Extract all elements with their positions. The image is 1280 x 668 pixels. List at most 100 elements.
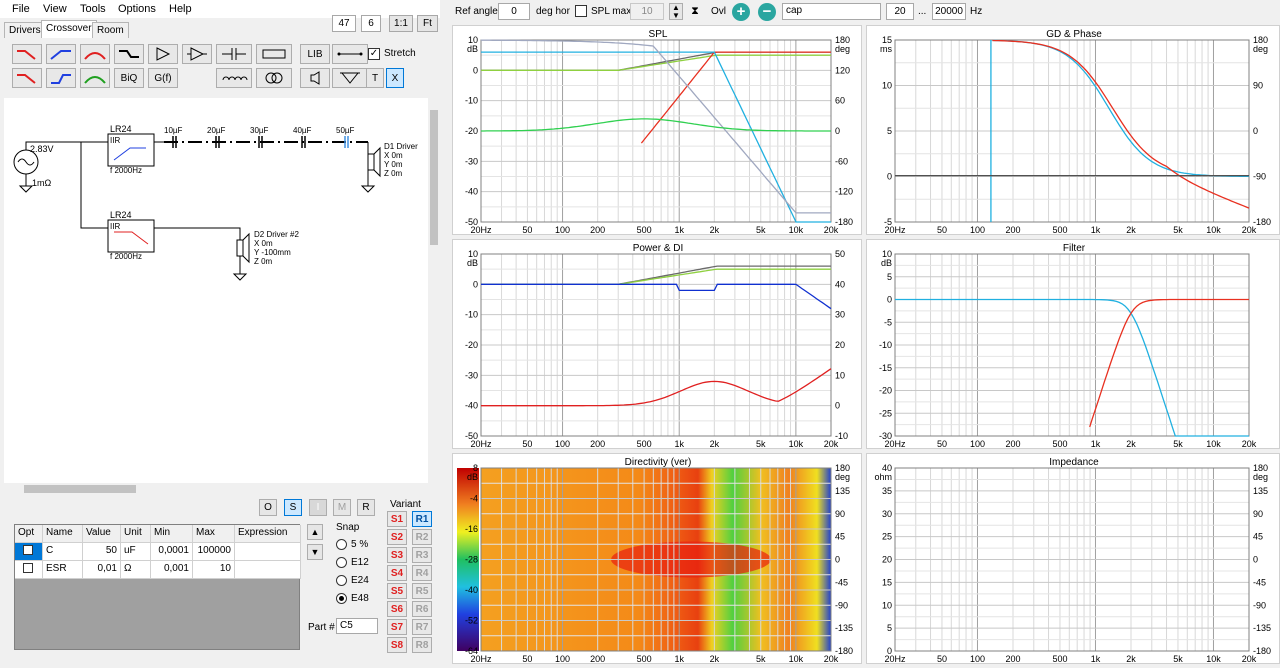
directivity-panel[interactable]: Directivity (ver) 8 -4 -16 -28 -40 -52 -64 dB 180… <box>452 453 862 664</box>
biquad-button[interactable]: BiQ <box>114 68 144 88</box>
inductor-button[interactable] <box>216 68 252 88</box>
cell-min[interactable]: 0,001 <box>151 561 193 579</box>
highpass-blue-button[interactable] <box>46 44 76 64</box>
menu-tools[interactable]: Tools <box>80 3 106 15</box>
table-row[interactable]: ESR 0,01 Ω 0,001 10 <box>15 561 301 579</box>
opt-checkbox[interactable] <box>15 561 43 579</box>
driver-button[interactable] <box>300 68 330 88</box>
lib-button[interactable]: LIB <box>300 44 330 64</box>
table-row[interactable]: C 50 uF 0,0001 100000 <box>15 543 301 561</box>
menu-options[interactable]: Options <box>118 3 156 15</box>
remove-overlay-icon[interactable]: − <box>758 3 776 21</box>
cell-unit[interactable]: Ω <box>121 561 151 579</box>
variant-r1-button[interactable]: R1 <box>412 511 432 527</box>
schematic-canvas[interactable]: 2.83V 1mΩ LR24 IIR f 2000Hz LR24 IIR f 2… <box>4 98 428 483</box>
variant-s5-button[interactable]: S5 <box>387 583 407 599</box>
spl-stepper[interactable]: ▲ ▼ <box>669 3 683 20</box>
cell-max[interactable]: 100000 <box>193 543 235 561</box>
variant-s2-button[interactable]: S2 <box>387 529 407 545</box>
tab-room[interactable]: Room <box>92 22 129 38</box>
schematic-vertical-scrollbar[interactable] <box>428 98 440 483</box>
cell-expression[interactable] <box>235 543 301 561</box>
move-down-button[interactable]: ▼ <box>307 544 323 560</box>
snap-option-e24[interactable]: E24 <box>336 575 369 586</box>
resistor-button[interactable] <box>256 44 292 64</box>
variant-s8-button[interactable]: S8 <box>387 637 407 653</box>
filter-panel[interactable]: Filter 10 5 0 -5 -10 -15 -20 -25 -30 dB 20Hz 50 100 20… <box>866 239 1280 449</box>
variant-r5-button[interactable]: R5 <box>412 583 432 599</box>
cell-value[interactable]: 50 <box>83 543 121 561</box>
count-box-1[interactable]: 47 <box>332 15 356 32</box>
spl-panel[interactable]: SPL 10 0 -10 -20 -30 -40 -50 dB 180 120 60 0 -60 -120-… <box>452 25 862 235</box>
stretch-checkbox[interactable]: ✓ <box>368 48 380 60</box>
variant-s4-button[interactable]: S4 <box>387 565 407 581</box>
opt-s-button[interactable]: S <box>284 499 302 516</box>
power-di-panel[interactable]: Power & DI 10 0 -10 -20 -30 -40 -50 dB 50 40 30 20 10… <box>452 239 862 449</box>
bandpass-green-button[interactable] <box>80 68 110 88</box>
cap-label-2[interactable]: 20µF <box>207 126 226 135</box>
cap-label-1[interactable]: 10µF <box>164 126 183 135</box>
variant-s6-button[interactable]: S6 <box>387 601 407 617</box>
opt-m-button[interactable]: M <box>333 499 351 516</box>
x-button[interactable]: X <box>386 68 404 88</box>
tab-crossover[interactable]: Crossover <box>41 20 97 38</box>
cell-value[interactable]: 0,01 <box>83 561 121 579</box>
variant-s3-button[interactable]: S3 <box>387 547 407 563</box>
shelf-button[interactable] <box>114 44 144 64</box>
zoom-1to1-button[interactable]: 1:1 <box>389 15 413 32</box>
snap-option-5pct[interactable]: 5 % <box>336 539 368 550</box>
tab-drivers[interactable]: Drivers <box>4 22 46 38</box>
cell-min[interactable]: 0,0001 <box>151 543 193 561</box>
variant-r2-button[interactable]: R2 <box>412 529 432 545</box>
wire-button[interactable] <box>332 44 368 64</box>
gd-phase-panel[interactable]: GD & Phase 15 10 5 0 -5 ms 180 90 0 -90 -180 deg 20Hz… <box>866 25 1280 235</box>
freq-to-input[interactable]: 20000 <box>932 3 966 20</box>
cap-label-3[interactable]: 30µF <box>250 126 269 135</box>
cell-unit[interactable]: uF <box>121 543 151 561</box>
buffer-button[interactable] <box>182 44 212 64</box>
cap-label-4[interactable]: 40µF <box>293 126 312 135</box>
freq-from-input[interactable]: 20 <box>886 3 914 20</box>
spl-max-input[interactable]: 10 <box>630 3 664 20</box>
impedance-panel[interactable]: Impedance 40 35 30 25 20 15 10 5 0 ohm 180 135 90 45 0-… <box>866 453 1280 664</box>
opt-r-button[interactable]: R <box>357 499 375 516</box>
ground-button[interactable] <box>332 68 368 88</box>
snap-option-e48[interactable]: E48 <box>336 593 369 604</box>
opt-checkbox[interactable] <box>15 543 43 561</box>
cap-label-5[interactable]: 50µF <box>336 126 355 135</box>
lowpass2-button[interactable] <box>12 68 42 88</box>
bandpass-red-button[interactable] <box>80 44 110 64</box>
menu-file[interactable]: File <box>12 3 30 15</box>
variant-s7-button[interactable]: S7 <box>387 619 407 635</box>
hourglass-icon[interactable]: ⧗ <box>691 5 699 17</box>
count-box-2[interactable]: 6 <box>361 15 381 32</box>
lowpass-red-button[interactable] <box>12 44 42 64</box>
variant-r7-button[interactable]: R7 <box>412 619 432 635</box>
ref-angle-input[interactable]: 0 <box>498 3 530 20</box>
opt-i-button[interactable]: I <box>309 499 327 516</box>
cell-expression[interactable] <box>235 561 301 579</box>
spl-max-checkbox[interactable] <box>575 5 587 17</box>
amplifier-button[interactable] <box>148 44 178 64</box>
transformer-button[interactable] <box>256 68 292 88</box>
overlay-search-input[interactable]: cap <box>782 3 881 20</box>
variant-r6-button[interactable]: R6 <box>412 601 432 617</box>
cell-max[interactable]: 10 <box>193 561 235 579</box>
schematic-horizontal-scrollbar[interactable] <box>4 483 428 495</box>
menu-view[interactable]: View <box>43 3 67 15</box>
transfer-function-button[interactable]: G(f) <box>148 68 178 88</box>
highpass2-button[interactable] <box>46 68 76 88</box>
variant-s1-button[interactable]: S1 <box>387 511 407 527</box>
part-number-field[interactable]: C5 <box>336 618 378 634</box>
variant-r3-button[interactable]: R3 <box>412 547 432 563</box>
opt-o-button[interactable]: O <box>259 499 277 516</box>
add-overlay-icon[interactable]: + <box>732 3 750 21</box>
variant-r8-button[interactable]: R8 <box>412 637 432 653</box>
cell-name[interactable]: C <box>43 543 83 561</box>
fit-button[interactable]: Ft <box>417 15 438 32</box>
snap-option-e12[interactable]: E12 <box>336 557 369 568</box>
menu-help[interactable]: Help <box>169 3 192 15</box>
cell-name[interactable]: ESR <box>43 561 83 579</box>
move-up-button[interactable]: ▲ <box>307 524 323 540</box>
capacitor-button[interactable] <box>216 44 252 64</box>
